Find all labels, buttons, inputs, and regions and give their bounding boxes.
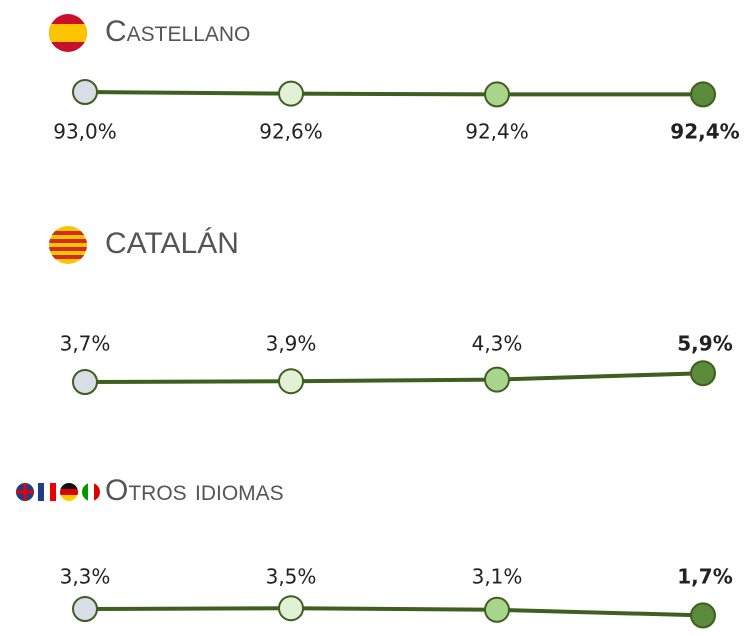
value-label: 3,3% [60,565,111,589]
line [84,90,703,97]
value-label: 4,3% [472,332,523,356]
point [690,81,716,108]
value-label: 3,5% [266,565,317,589]
value-label: 92,4% [465,120,529,144]
point [72,79,98,105]
point [484,81,510,108]
title: Castellano [105,15,250,48]
value-label: 3,9% [266,332,317,356]
point [690,360,716,387]
value-label: 93,0% [53,120,117,144]
line [84,606,704,618]
value-label: 5,9% [677,332,732,356]
value-label: 3,1% [472,565,523,589]
flag-spain [49,14,87,52]
value-label: 92,4% [670,120,739,144]
flag-catalonia [49,226,87,264]
title: CATALÁN [105,227,239,260]
point [484,366,510,393]
point [484,596,510,623]
point [72,596,98,622]
flags-others [16,483,100,501]
point [278,368,304,395]
point [690,602,716,629]
value-label: 3,7% [60,332,111,356]
title: Otros idiomas [105,474,284,507]
point [278,595,304,622]
value-label: 92,6% [259,120,323,144]
line [84,371,704,384]
point [72,369,98,395]
point [278,80,304,107]
value-label: 1,7% [677,565,732,589]
